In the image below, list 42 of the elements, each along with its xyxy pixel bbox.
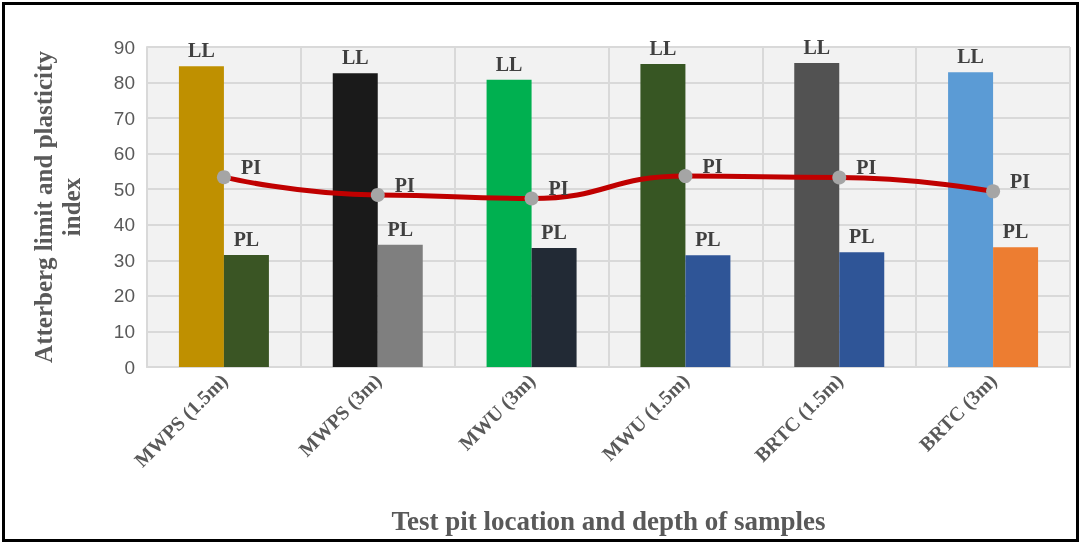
y-tick-label: 50 [113, 178, 135, 200]
y-tick-label: 20 [113, 285, 135, 307]
bar [332, 73, 378, 367]
text: PL [1002, 220, 1029, 243]
series-label: PL [233, 228, 260, 250]
text: LL [495, 52, 523, 75]
text: LL [957, 45, 984, 68]
bar [993, 247, 1039, 367]
text: PI [702, 155, 723, 178]
text: PI [548, 177, 569, 200]
y-axis-title: Atterberg limit and plasticity index [29, 50, 85, 363]
y-tick-label: 40 [113, 214, 135, 236]
bar [178, 66, 224, 367]
bar [640, 64, 686, 367]
bar [839, 252, 885, 367]
text: PI [394, 173, 415, 196]
text: LL [341, 46, 369, 69]
series-label: PI [856, 156, 877, 179]
text: PI [240, 156, 261, 179]
y-tick-label: 80 [113, 72, 135, 94]
bar [948, 72, 994, 367]
x-axis-title: Test pit location and depth of samples [391, 505, 826, 536]
y-tick-label: 90 [113, 36, 135, 58]
text: PI [1010, 170, 1031, 193]
y-tick-label: 30 [113, 249, 135, 271]
text: LL [803, 36, 831, 58]
y-tick-label: 70 [113, 107, 135, 129]
bar [377, 244, 423, 367]
text: PL [848, 225, 875, 248]
text: PL [695, 228, 721, 251]
text: PL [541, 220, 567, 243]
text: LL [188, 39, 215, 62]
text: PL [387, 217, 414, 240]
y-tick-label: 0 [124, 356, 135, 378]
series-label: LL [649, 37, 677, 60]
bar [223, 255, 269, 367]
y-tick-label: 60 [113, 143, 135, 165]
bar [685, 255, 731, 367]
y-tick-label: 10 [113, 320, 135, 342]
bar [531, 247, 577, 367]
bar [794, 63, 840, 367]
bar [486, 79, 532, 367]
